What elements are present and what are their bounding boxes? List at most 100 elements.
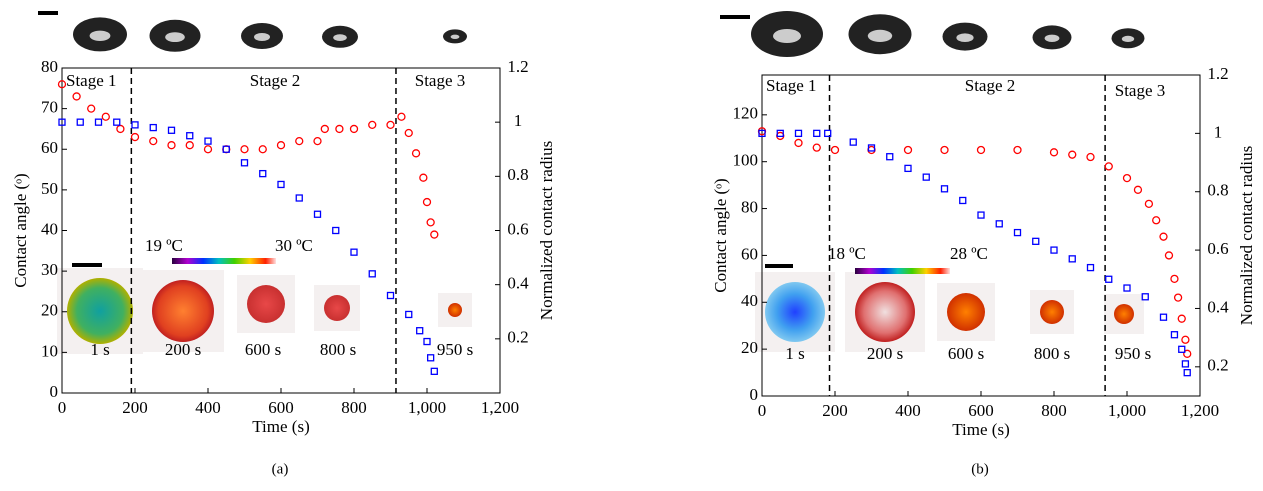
- inset-label: 950 s: [1115, 344, 1151, 363]
- inset-label: 200 s: [867, 344, 903, 363]
- data-point: [386, 120, 395, 130]
- data-point: [149, 136, 158, 146]
- data-point: [995, 220, 1003, 228]
- data-point: [1086, 152, 1095, 162]
- thermal-image: [448, 303, 462, 317]
- data-point: [422, 197, 432, 207]
- data-point: [259, 169, 267, 178]
- data-point: [332, 226, 340, 235]
- data-point: [167, 141, 176, 150]
- data-point: [430, 230, 439, 239]
- data-point: [1123, 284, 1131, 292]
- droplet-highlight: [956, 33, 974, 42]
- y-tick-label: 30: [41, 260, 58, 279]
- data-point: [1122, 173, 1132, 183]
- data-point: [867, 144, 876, 152]
- inset-label: 1 s: [90, 340, 109, 359]
- inset-label: 800 s: [320, 340, 356, 359]
- data-point: [976, 145, 986, 155]
- y2-tick-label: 0.8: [1207, 181, 1228, 200]
- data-point: [240, 159, 249, 167]
- stage-label: Stage 1: [66, 71, 117, 90]
- data-point: [295, 136, 304, 146]
- y2-axis-label: Normalized contact radius: [1237, 146, 1256, 325]
- thermal-image: [324, 295, 350, 321]
- panel-caption: (a): [272, 461, 289, 477]
- data-point: [940, 185, 949, 193]
- y2-tick-label: 0.8: [507, 165, 528, 184]
- data-point: [419, 173, 428, 182]
- x-tick-label: 1,000: [1108, 401, 1146, 420]
- y2-tick-label: 0.6: [507, 219, 528, 238]
- data-point: [57, 80, 67, 89]
- colorbar: [855, 268, 950, 274]
- y2-tick-label: 0.4: [507, 274, 529, 293]
- y2-tick-label: 0.2: [507, 328, 528, 347]
- colorbar-label: 30 ºC: [275, 236, 313, 255]
- x-tick-label: 0: [758, 401, 767, 420]
- data-point: [1013, 145, 1022, 155]
- data-point: [1170, 274, 1179, 283]
- data-point: [113, 118, 121, 126]
- data-point: [320, 124, 329, 134]
- panel-caption: (b): [971, 461, 989, 477]
- inset-label: 800 s: [1034, 344, 1070, 363]
- data-point: [940, 145, 949, 155]
- y2-tick-label: 0.2: [1207, 356, 1228, 375]
- data-point: [94, 118, 103, 126]
- data-point: [849, 138, 857, 146]
- thermal-image: [1114, 304, 1134, 324]
- inset-label: 600 s: [245, 340, 281, 359]
- data-point: [204, 137, 212, 145]
- thermal-image: [1040, 300, 1064, 324]
- data-point: [1144, 199, 1154, 209]
- data-point: [1133, 185, 1143, 194]
- y-tick-label: 0: [750, 385, 759, 404]
- y-tick-label: 20: [41, 301, 58, 320]
- data-point: [295, 194, 303, 202]
- x-tick-label: 1,200: [481, 398, 519, 417]
- data-point: [794, 129, 803, 138]
- stage-label: Stage 2: [250, 71, 301, 90]
- inset-label: 950 s: [437, 340, 473, 359]
- y2-tick-label: 1: [1214, 122, 1223, 141]
- colorbar-label: 19 ºC: [145, 236, 183, 255]
- y-tick-label: 40: [41, 219, 58, 238]
- data-point: [397, 112, 406, 121]
- data-point: [1181, 360, 1190, 368]
- y-tick-label: 40: [741, 291, 758, 310]
- y-tick-label: 50: [41, 179, 58, 198]
- thermal-image: [765, 282, 825, 342]
- thermal-image: [855, 282, 915, 342]
- droplet-highlight: [773, 29, 801, 43]
- data-point: [186, 132, 194, 140]
- data-point: [1032, 237, 1040, 245]
- y-tick-label: 120: [733, 104, 759, 123]
- data-point: [277, 180, 285, 189]
- data-point: [1164, 251, 1174, 260]
- data-point: [335, 124, 344, 134]
- y2-tick-label: 1: [514, 111, 523, 130]
- data-point: [794, 138, 803, 148]
- data-point: [886, 153, 894, 161]
- data-point: [386, 291, 395, 300]
- data-point: [1183, 369, 1191, 377]
- y-tick-label: 60: [741, 244, 758, 263]
- droplet-highlight: [867, 29, 893, 42]
- data-point: [72, 92, 81, 101]
- droplet-highlight: [165, 32, 185, 42]
- data-point: [758, 129, 766, 138]
- x-tick-label: 400: [895, 401, 921, 420]
- x-tick-label: 800: [1041, 401, 1067, 420]
- inset-label: 600 s: [948, 344, 984, 363]
- droplet-highlight: [450, 34, 460, 39]
- y-tick-label: 100: [733, 151, 759, 170]
- data-point: [830, 145, 840, 155]
- stage-label: Stage 2: [965, 76, 1016, 95]
- data-point: [101, 112, 110, 121]
- y-axis-label: Contact angle (ᵒ): [711, 178, 730, 292]
- data-point: [1177, 314, 1186, 323]
- data-point: [903, 145, 913, 155]
- data-point: [1068, 150, 1077, 159]
